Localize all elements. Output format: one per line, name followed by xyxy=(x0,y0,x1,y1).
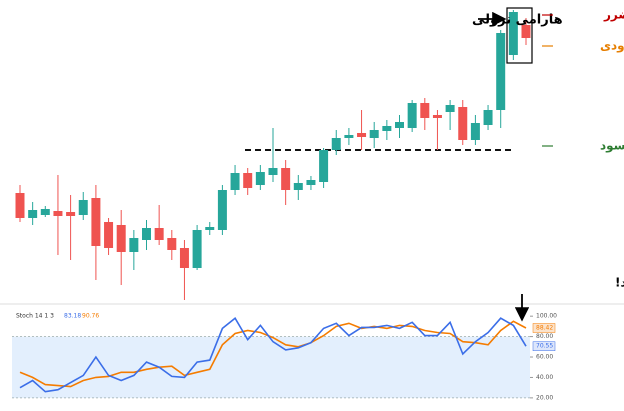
candle-body xyxy=(420,103,430,118)
candle-body xyxy=(230,173,240,190)
y-tick-label: 40.00 xyxy=(536,374,553,381)
candle-body xyxy=(66,212,76,216)
candle-body xyxy=(91,198,101,246)
candle-body xyxy=(243,173,253,188)
indicator-title: Stoch 14 1 3 xyxy=(16,313,54,320)
candle-body xyxy=(40,209,50,215)
candle-body xyxy=(293,183,303,190)
y-tick-label: 100.00 xyxy=(536,313,557,320)
annotation: حد ضرر xyxy=(603,8,624,22)
stoch-line xyxy=(19,316,527,393)
candle-body xyxy=(470,123,480,140)
last-value-label: 70.55 xyxy=(536,343,553,350)
candle-body xyxy=(344,135,354,138)
candle-body xyxy=(268,168,278,175)
last-value-box xyxy=(532,341,556,351)
y-tick-label: 20.00 xyxy=(536,394,553,401)
candle-body xyxy=(369,130,379,138)
candle-body xyxy=(104,222,114,248)
candle-body xyxy=(154,228,164,240)
candle-body xyxy=(395,122,404,128)
last-value-box xyxy=(532,323,556,333)
candle-body xyxy=(331,138,341,150)
candle-body xyxy=(521,25,531,38)
annotation: حد سود xyxy=(600,139,624,154)
candle-body xyxy=(129,238,139,252)
candle-body xyxy=(496,33,506,110)
candle-body xyxy=(142,228,151,240)
candle-body xyxy=(458,107,468,140)
candle-body xyxy=(255,172,265,185)
candle-body xyxy=(15,193,25,218)
candle-body xyxy=(382,126,392,131)
annotation: حواس‌تان به قطع‌شدن خطوط باشد! xyxy=(615,276,624,291)
candle-body xyxy=(432,115,442,118)
candle-body xyxy=(508,12,518,55)
annotation: ورودی xyxy=(600,39,624,54)
candle-body xyxy=(53,211,63,216)
candle-body xyxy=(192,230,202,268)
candle-body xyxy=(167,238,177,250)
candle-body xyxy=(483,110,493,125)
candle-body xyxy=(205,227,215,230)
candle-body xyxy=(445,105,455,112)
candle-body xyxy=(217,190,227,230)
candle-body xyxy=(78,200,88,215)
candle-body xyxy=(179,248,189,268)
y-tick-label: 80.00 xyxy=(536,333,553,340)
candle-body xyxy=(116,225,126,252)
candle-body xyxy=(281,168,291,190)
last-value-label: 88.42 xyxy=(536,324,553,331)
legend-entry: 83.18 xyxy=(64,313,81,320)
y-tick-label: 60.00 xyxy=(536,354,553,361)
stoch-line xyxy=(19,320,527,388)
candle-body xyxy=(407,103,417,128)
candle-body xyxy=(357,133,367,137)
candle-body xyxy=(28,210,38,218)
harami-box xyxy=(506,7,533,64)
band xyxy=(12,336,530,398)
candle-body xyxy=(306,180,316,185)
legend-entry: 90.76 xyxy=(82,313,99,320)
candle-body xyxy=(319,150,329,182)
